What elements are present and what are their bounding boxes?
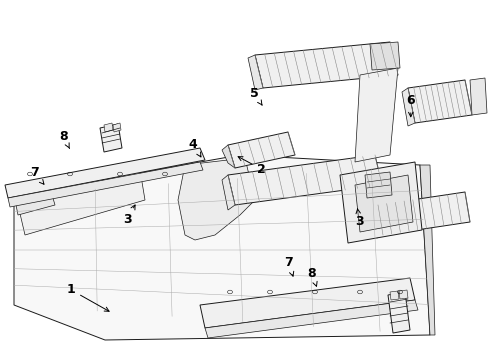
- Text: 3: 3: [122, 205, 135, 226]
- Polygon shape: [354, 68, 397, 162]
- Text: 3: 3: [354, 209, 363, 228]
- Polygon shape: [354, 175, 412, 232]
- Polygon shape: [204, 300, 417, 338]
- Polygon shape: [407, 80, 471, 123]
- Polygon shape: [222, 145, 235, 168]
- Polygon shape: [8, 162, 203, 207]
- Polygon shape: [200, 278, 414, 328]
- Polygon shape: [398, 290, 407, 299]
- Polygon shape: [364, 172, 391, 198]
- Text: 1: 1: [66, 283, 109, 311]
- Polygon shape: [113, 123, 121, 132]
- Polygon shape: [222, 175, 235, 210]
- Polygon shape: [18, 170, 145, 235]
- Text: 5: 5: [249, 87, 262, 105]
- Text: 8: 8: [307, 267, 316, 286]
- Text: 7: 7: [284, 256, 293, 276]
- Polygon shape: [371, 205, 382, 238]
- Polygon shape: [178, 158, 254, 240]
- Text: 4: 4: [188, 138, 201, 157]
- Polygon shape: [247, 55, 263, 90]
- Polygon shape: [100, 124, 122, 152]
- Polygon shape: [5, 148, 204, 198]
- Polygon shape: [104, 123, 113, 132]
- Polygon shape: [469, 78, 486, 115]
- Polygon shape: [254, 42, 397, 88]
- Polygon shape: [227, 155, 381, 205]
- Polygon shape: [339, 162, 421, 243]
- Polygon shape: [387, 292, 409, 333]
- Polygon shape: [389, 291, 398, 300]
- Text: 2: 2: [238, 157, 265, 176]
- Polygon shape: [369, 42, 399, 70]
- Polygon shape: [227, 132, 294, 168]
- Text: 6: 6: [406, 94, 414, 117]
- Polygon shape: [377, 192, 469, 235]
- Polygon shape: [14, 155, 429, 340]
- Polygon shape: [419, 165, 434, 335]
- Text: 7: 7: [30, 166, 44, 184]
- Polygon shape: [401, 88, 414, 126]
- Polygon shape: [14, 188, 55, 215]
- Text: 8: 8: [59, 130, 69, 149]
